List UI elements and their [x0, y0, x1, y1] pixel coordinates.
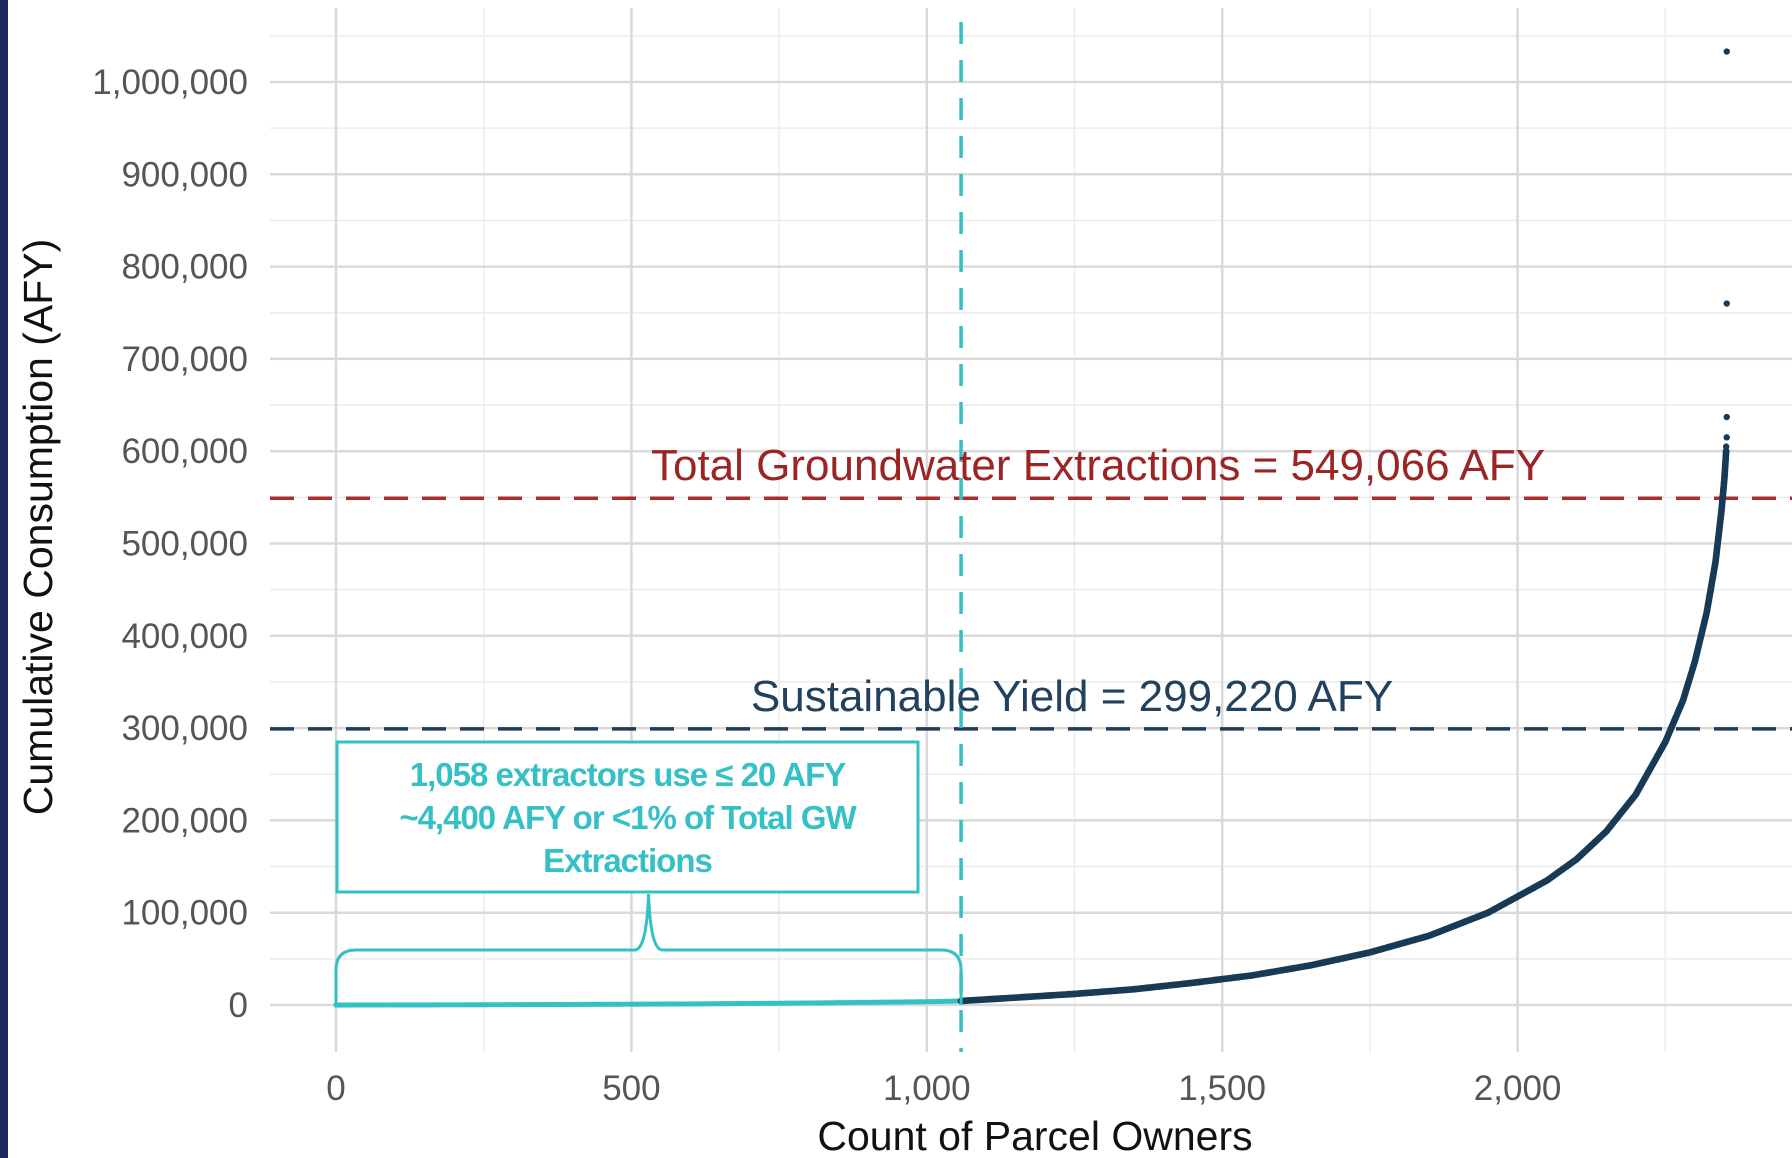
annotation-box-line-2: ~4,400 AFY or <1% of Total GW	[399, 799, 857, 836]
y-tick-label: 100,000	[121, 894, 248, 933]
x-tick-label: 2,000	[1474, 1069, 1562, 1108]
data-point	[1723, 434, 1730, 441]
reference-lines	[270, 22, 1792, 1052]
annotation-group: 1,058 extractors use ≤ 20 AFY ~4,400 AFY…	[334, 740, 963, 1005]
data-point	[1723, 300, 1730, 307]
x-axis-label: Count of Parcel Owners	[817, 1113, 1252, 1158]
data-point	[1722, 443, 1730, 450]
y-tick-label: 500,000	[121, 525, 248, 564]
y-tick-label: 200,000	[121, 801, 248, 840]
annotation-brace	[334, 893, 963, 1005]
sustainable-yield-label: Sustainable Yield = 299,220 AFY	[751, 672, 1393, 721]
left-border-strip	[0, 0, 8, 1158]
y-tick-label: 400,000	[121, 617, 248, 656]
x-axis-ticks: 0 500 1,000 1,500 2,000	[326, 1069, 1561, 1108]
data-point	[1722, 447, 1730, 455]
x-tick-label: 1,000	[883, 1069, 971, 1108]
annotation-box	[335, 740, 920, 894]
y-axis-label: Cumulative Consumption (AFY)	[15, 239, 61, 815]
y-tick-label: 1,000,000	[92, 63, 248, 102]
plot-panel	[270, 8, 1792, 1052]
x-tick-label: 500	[602, 1069, 660, 1108]
data-series	[333, 48, 1730, 1008]
y-axis-ticks: 0 100,000 200,000 300,000 400,000 500,000 600,…	[92, 63, 248, 1025]
y-tick-label: 0	[229, 986, 248, 1025]
annotation-box-line-1: 1,058 extractors use ≤ 20 AFY	[410, 756, 846, 793]
x-tick-label: 1,500	[1178, 1069, 1266, 1108]
y-tick-label: 700,000	[121, 340, 248, 379]
y-tick-label: 900,000	[121, 155, 248, 194]
annotation-box-line-3: Extractions	[543, 842, 712, 879]
y-tick-label: 300,000	[121, 709, 248, 748]
x-tick-label: 0	[326, 1069, 345, 1108]
total-extractions-label: Total Groundwater Extractions = 549,066 …	[651, 441, 1545, 490]
data-point	[1723, 48, 1730, 55]
y-tick-label: 600,000	[121, 432, 248, 471]
data-point	[1723, 413, 1730, 421]
grid-major	[270, 8, 1792, 1052]
y-tick-label: 800,000	[121, 248, 248, 287]
